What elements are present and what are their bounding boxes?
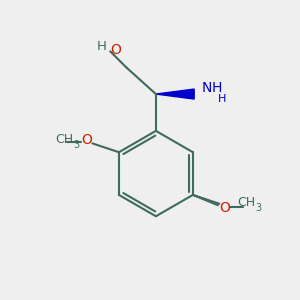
Polygon shape bbox=[156, 89, 194, 99]
Text: H: H bbox=[97, 40, 107, 52]
Text: H: H bbox=[218, 94, 226, 104]
Text: 3: 3 bbox=[74, 140, 80, 150]
Text: 3: 3 bbox=[255, 203, 261, 213]
Text: O: O bbox=[110, 43, 121, 57]
Text: CH: CH bbox=[56, 133, 74, 146]
Text: O: O bbox=[219, 201, 230, 215]
Text: O: O bbox=[82, 133, 93, 147]
Text: H: H bbox=[212, 81, 222, 95]
Text: N: N bbox=[201, 81, 212, 95]
Text: CH: CH bbox=[237, 196, 255, 209]
